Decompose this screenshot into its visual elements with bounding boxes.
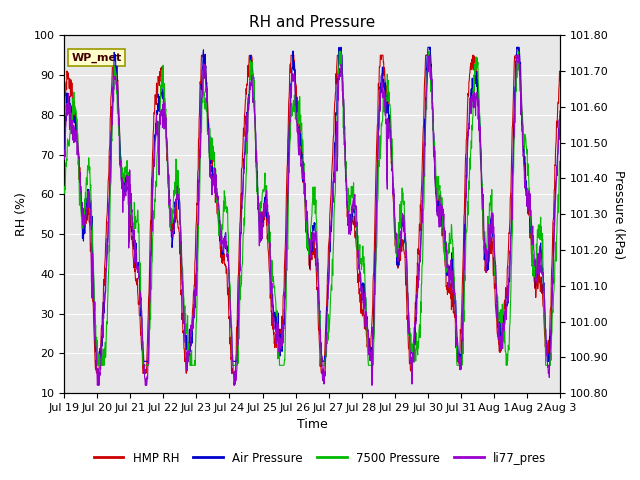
Text: WP_met: WP_met xyxy=(72,52,122,63)
Legend: HMP RH, Air Pressure, 7500 Pressure, li77_pres: HMP RH, Air Pressure, 7500 Pressure, li7… xyxy=(89,447,551,469)
Y-axis label: RH (%): RH (%) xyxy=(15,192,28,236)
Title: RH and Pressure: RH and Pressure xyxy=(249,15,375,30)
X-axis label: Time: Time xyxy=(297,419,328,432)
Y-axis label: Pressure (kPa): Pressure (kPa) xyxy=(612,169,625,259)
